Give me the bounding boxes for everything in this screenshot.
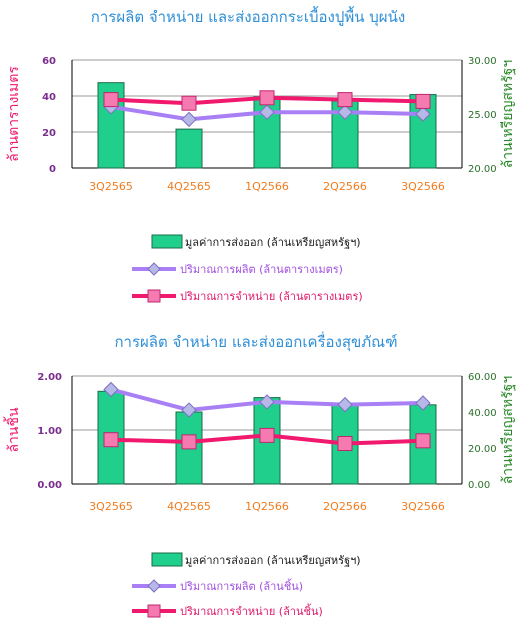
sales-data-point [415,433,431,449]
production-data-point [337,104,353,120]
export-value-bar [175,128,203,169]
legend-label: ปริมาณการจำหน่าย (ล้านชิ้น) [180,603,323,618]
legend-bar-swatch [151,234,183,249]
sales-data-point [259,427,275,443]
left-axis-tick-label: 0 [49,164,56,175]
sales-data-point [415,93,431,109]
production-data-point [181,111,197,128]
left-axis-title: ล้านชิ้น [3,407,22,453]
left-axis-tick-label: 0.00 [37,480,62,491]
category-label: 3Q2566 [401,500,445,513]
category-label: 3Q2565 [89,180,133,193]
legend-bar-swatch [151,552,183,567]
production-data-point [259,104,275,120]
category-label: 1Q2566 [245,180,289,193]
production-data-point [415,395,431,411]
right-axis-title: ล้านเหรียญสหรัฐฯ [500,60,516,169]
left-axis-tick-label: 1.00 [37,426,62,437]
sales-data-point [103,432,119,448]
production-data-point [259,394,275,410]
sales-data-point [181,434,197,450]
category-label: 4Q2565 [167,500,211,513]
category-label: 3Q2565 [89,500,133,513]
production-data-point [415,106,431,122]
right-axis-tick-label: 30.00 [468,56,497,67]
right-axis-tick-label: 60.00 [468,372,497,383]
category-label: 1Q2566 [245,500,289,513]
legend-sales-marker [147,604,161,618]
chart-title: การผลิต จำหน่าย และส่งออกกระเบื้องปูพื้น… [91,6,405,27]
right-axis-tick-label: 20.00 [468,164,497,175]
legend-label: มูลค่าการส่งออก (ล้านเหรียญสหรัฐฯ) [185,554,361,567]
right-axis-tick-label: 0.00 [468,480,490,491]
legend-sales-marker [147,289,161,303]
left-axis-tick-label: 20 [42,128,56,139]
sales-data-point [181,95,197,111]
legend-label: มูลค่าการส่งออก (ล้านเหรียญสหรัฐฯ) [185,236,361,249]
right-axis-tick-label: 25.00 [468,110,497,121]
production-data-point [181,402,197,418]
category-label: 2Q2566 [323,180,367,193]
legend-production-marker [147,262,161,276]
production-data-point [103,381,119,398]
right-axis-tick-label: 40.00 [468,408,497,419]
sales-data-point [103,92,119,108]
category-label: 4Q2565 [167,180,211,193]
left-axis-title: ล้านตารางเมตร [6,66,22,162]
right-axis-tick-label: 20.00 [468,444,497,455]
sales-data-point [337,92,353,108]
left-axis-tick-label: 60 [42,56,56,67]
right-axis-title: ล้านเหรียญสหรัฐฯ [500,376,516,485]
legend-production-marker [147,579,161,593]
category-label: 3Q2566 [401,180,445,193]
legend-label: ปริมาณการผลิต (ล้านตารางเมตร) [180,263,343,276]
category-label: 2Q2566 [323,500,367,513]
left-axis-tick-label: 2.00 [37,372,62,383]
legend-label: ปริมาณการผลิต (ล้านชิ้น) [180,578,303,593]
chart-title: การผลิต จำหน่าย และส่งออกเครื่องสุขภัณฑ์ [114,331,397,352]
legend-label: ปริมาณการจำหน่าย (ล้านตารางเมตร) [180,290,363,303]
production-data-point [337,396,353,413]
sales-data-point [337,436,353,451]
sales-data-point [259,90,275,106]
left-axis-tick-label: 40 [42,92,56,103]
